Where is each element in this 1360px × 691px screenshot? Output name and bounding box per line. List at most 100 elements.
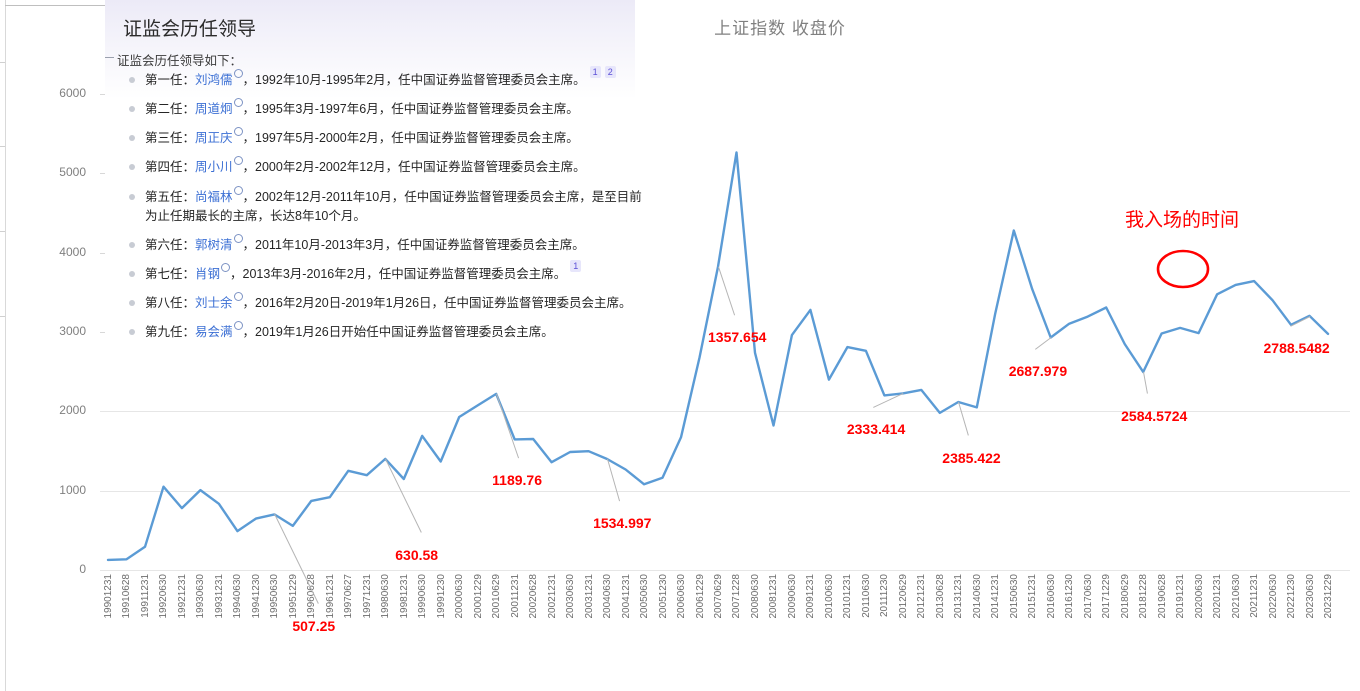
chairman-tenure-text: ，1997年5月-2000年2月，任中国证券监督管理委员会主席。 — [242, 131, 579, 146]
x-tick-label: 20221230 — [1286, 574, 1298, 619]
chairman-list-item: 第三任：周正庆 ，1997年5月-2000年2月，任中国证券监督管理委员会主席。 — [123, 127, 635, 148]
y-tick-label: 1000 — [59, 482, 86, 497]
data-point-label: 2687.979 — [1008, 363, 1068, 380]
chairman-order: 第一任： — [145, 73, 196, 88]
list-bullet-icon — [129, 106, 135, 113]
x-tick-label: 20010629 — [491, 574, 503, 619]
x-tick-label: 20201231 — [1212, 574, 1224, 619]
x-tick-label: 20100630 — [823, 574, 835, 619]
frame-tick — [0, 146, 5, 147]
chairman-name-link[interactable]: 刘鸿儒 — [195, 73, 233, 88]
search-icon[interactable] — [233, 69, 243, 78]
list-bullet-icon — [129, 77, 135, 83]
search-icon[interactable] — [233, 233, 243, 243]
x-tick-label: 20060630 — [676, 574, 688, 619]
search-icon[interactable] — [233, 127, 243, 137]
chairman-name-link[interactable]: 刘士余 — [195, 296, 233, 311]
x-tick-label: 19931231 — [213, 574, 225, 619]
list-bullet-icon — [129, 329, 135, 336]
chairman-name-link[interactable]: 郭树清 — [195, 237, 233, 252]
x-tick-label: 20051230 — [657, 574, 669, 619]
top-frame-rule — [5, 5, 115, 6]
x-tick-label: 19940630 — [232, 574, 244, 619]
list-bullet-icon — [129, 135, 135, 142]
x-tick-label: 20180629 — [1119, 574, 1131, 619]
x-tick-label: 20000630 — [454, 574, 466, 619]
data-point-label: 1189.76 — [492, 471, 543, 488]
entry-point-circle-highlight — [1156, 249, 1210, 289]
x-tick-label: 19981231 — [398, 574, 410, 619]
chairman-list-item: 第七任：肖钢 ，2013年3月-2016年2月，任中国证券监督管理委员会主席。1 — [123, 259, 635, 284]
list-bullet-icon — [129, 164, 135, 171]
chairman-order: 第四任： — [145, 160, 196, 175]
y-tick-label: 6000 — [59, 85, 86, 100]
x-tick-label: 20090630 — [786, 574, 798, 619]
x-tick-label: 19910628 — [121, 574, 133, 619]
x-tick-label: 19980630 — [380, 574, 392, 619]
chairmen-info-panel: 证监会历任领导 证监会历任领导如下： 第一任：刘鸿儒 ，1992年10月-1995… — [105, 0, 642, 382]
chairman-order: 第九任： — [145, 325, 196, 340]
panel-intro: 证监会历任领导如下： — [117, 54, 243, 68]
x-tick-label: 20110630 — [860, 574, 872, 618]
chairman-tenure-text: ，2000年2月-2002年12月，任中国证券监督管理委员会主席。 — [242, 160, 586, 175]
chairman-name-link[interactable]: 易会满 — [195, 325, 233, 340]
chairman-list-item: 第五任：尚福林 ，2002年12月-2011年10月，任中国证券监督管理委员会主席… — [123, 185, 643, 226]
search-icon[interactable] — [233, 321, 243, 331]
chairman-order: 第七任： — [145, 267, 196, 282]
list-bullet-icon — [129, 193, 135, 200]
chairman-order: 第五任： — [145, 189, 196, 204]
reference-superscript[interactable]: 2 — [604, 66, 616, 78]
chairman-tenure-text: ，2013年3月-2016年2月，任中国证券监督管理委员会主席。 — [230, 267, 567, 282]
chairman-list-item: 第二任：周道炯 ，1995年3月-1997年6月，任中国证券监督管理委员会主席。 — [123, 98, 635, 119]
x-tick-label: 20021231 — [546, 574, 558, 619]
entry-time-annotation: 我入场的时间 — [1125, 210, 1240, 231]
x-tick-label: 19990630 — [417, 574, 429, 619]
chairman-tenure-text: ，2011年10月-2013年3月，任中国证券监督管理委员会主席。 — [242, 237, 585, 252]
x-tick-label: 20070629 — [713, 574, 724, 619]
x-tick-label: 20161230 — [1064, 574, 1076, 619]
x-tick-label: 20131231 — [953, 574, 965, 619]
x-tick-label: 20181228 — [1138, 574, 1150, 619]
left-frame-rule — [5, 0, 6, 691]
chairman-name-link[interactable]: 周小川 — [195, 160, 233, 175]
x-tick-label: 19920630 — [158, 574, 170, 619]
x-tick-label: 20191231 — [1175, 574, 1187, 619]
data-point-label: 2788.5482 — [1263, 339, 1330, 356]
x-tick-label: 20190628 — [1156, 574, 1168, 619]
chairman-name-link[interactable]: 肖钢 — [195, 267, 221, 282]
reference-superscript[interactable]: 1 — [570, 259, 582, 272]
data-point-label: 1357.654 — [708, 328, 767, 345]
chairman-name-link[interactable]: 尚福林 — [195, 189, 233, 204]
data-point-label: 630.58 — [395, 546, 439, 563]
search-icon[interactable] — [233, 156, 243, 166]
x-tick-label: 20030630 — [565, 574, 577, 619]
x-tick-label: 20050630 — [639, 574, 651, 619]
search-icon[interactable] — [233, 185, 243, 195]
x-tick-label: 20101231 — [842, 574, 854, 619]
chairman-name-link[interactable]: 周正庆 — [195, 131, 233, 146]
y-tick-label: 0 — [79, 562, 86, 576]
x-tick-label: 20011231 — [509, 574, 521, 618]
gridline — [100, 570, 1350, 571]
chairman-name-link[interactable]: 周道炯 — [195, 102, 233, 117]
x-tick-label: 20220630 — [1267, 574, 1279, 619]
data-point-label: 1534.997 — [593, 514, 652, 531]
chairman-tenure-text: ，2002年12月-2011年10月，任中国证券监督管理委员会主席，是至目前为止… — [145, 189, 642, 223]
x-tick-label: 19941230 — [250, 574, 262, 619]
chairman-tenure-text: ，1995年3月-1997年6月，任中国证券监督管理委员会主席。 — [242, 102, 579, 117]
chairman-tenure-text: ，1992年10月-1995年2月，任中国证券监督管理委员会主席。 — [242, 73, 586, 88]
x-tick-label: 20031231 — [583, 574, 595, 619]
search-icon[interactable] — [221, 262, 231, 272]
gridline — [100, 490, 1350, 492]
search-icon[interactable] — [233, 98, 243, 108]
x-tick-label: 19930630 — [195, 574, 207, 619]
x-tick-label: 20020628 — [528, 574, 540, 619]
x-tick-label: 20140630 — [971, 574, 983, 619]
data-point-label: 507.25 — [292, 618, 336, 635]
reference-superscript[interactable]: 1 — [589, 66, 601, 78]
x-tick-label: 20071228 — [731, 574, 743, 619]
search-icon[interactable] — [233, 292, 243, 302]
x-tick-label: 20141231 — [990, 574, 1002, 619]
x-tick-label: 20150630 — [1008, 574, 1020, 619]
